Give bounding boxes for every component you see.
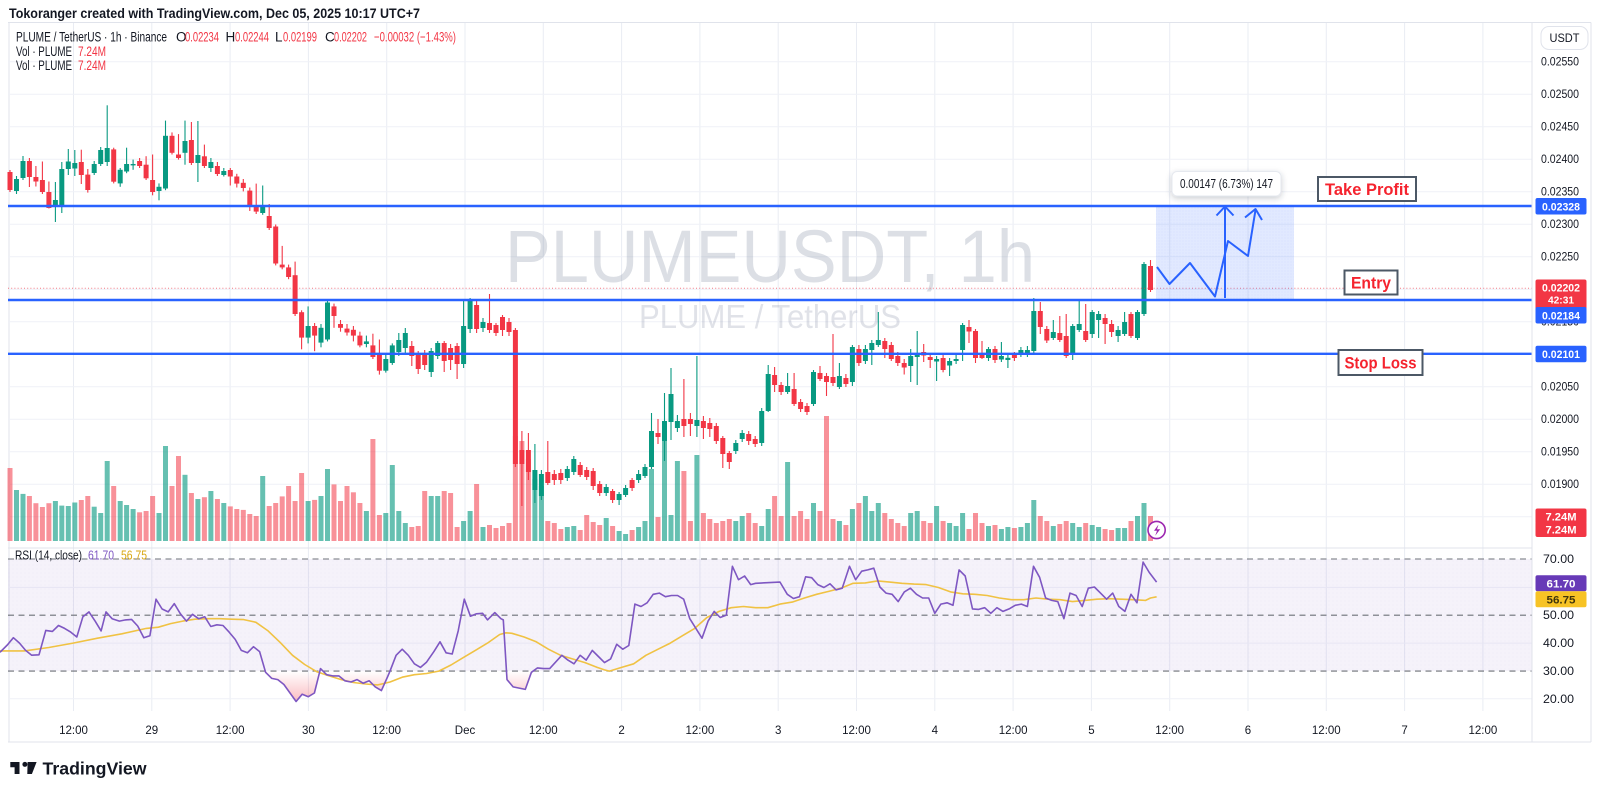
svg-text:O: O <box>176 30 187 45</box>
svg-text:70.00: 70.00 <box>1543 554 1574 566</box>
svg-text:0.02202: 0.02202 <box>334 30 367 45</box>
svg-text:12:00: 12:00 <box>1155 725 1184 737</box>
svg-text:Entry: Entry <box>1351 274 1391 293</box>
svg-text:0.02328: 0.02328 <box>1542 201 1580 213</box>
svg-text:12:00: 12:00 <box>686 725 715 737</box>
svg-text:12:00: 12:00 <box>372 725 401 737</box>
svg-text:12:00: 12:00 <box>999 725 1028 737</box>
svg-text:Take Profit: Take Profit <box>1325 180 1409 199</box>
svg-text:7.24M: 7.24M <box>78 58 106 73</box>
svg-text:0.02000: 0.02000 <box>1541 414 1579 426</box>
svg-text:USDT: USDT <box>1550 31 1581 45</box>
svg-text:PLUME / TetherUS: PLUME / TetherUS <box>639 298 901 335</box>
svg-text:PLUMEUSDT, 1h: PLUMEUSDT, 1h <box>505 215 1035 298</box>
svg-text:0.02550: 0.02550 <box>1541 57 1579 69</box>
svg-text:3: 3 <box>775 725 781 737</box>
svg-text:56.75: 56.75 <box>1547 595 1576 607</box>
svg-text:0.02184: 0.02184 <box>1542 310 1581 322</box>
svg-text:7: 7 <box>1401 725 1407 737</box>
svg-text:0.02500: 0.02500 <box>1541 89 1579 101</box>
svg-text:12:00: 12:00 <box>59 725 88 737</box>
svg-text:0.01900: 0.01900 <box>1541 479 1579 491</box>
svg-text:Vol · PLUME: Vol · PLUME <box>16 58 72 73</box>
svg-text:12:00: 12:00 <box>1469 725 1498 737</box>
svg-text:C: C <box>325 30 335 45</box>
svg-text:0.01950: 0.01950 <box>1541 447 1579 459</box>
svg-text:PLUME / TetherUS · 1h · Binanc: PLUME / TetherUS · 1h · Binance <box>16 30 167 45</box>
svg-text:12:00: 12:00 <box>842 725 871 737</box>
svg-text:0.00147 (6.73%) 147: 0.00147 (6.73%) 147 <box>1180 177 1273 191</box>
svg-text:RSI (14, close): RSI (14, close) <box>15 549 82 563</box>
svg-text:Stop Loss: Stop Loss <box>1345 354 1417 373</box>
svg-text:6: 6 <box>1245 725 1251 737</box>
svg-text:40.00: 40.00 <box>1543 638 1574 650</box>
svg-text:−0.00032 (−1.43%): −0.00032 (−1.43%) <box>374 30 456 45</box>
svg-text:7.24M: 7.24M <box>78 44 106 59</box>
svg-text:61.70: 61.70 <box>88 549 114 563</box>
svg-text:12:00: 12:00 <box>1312 725 1341 737</box>
svg-text:61.70: 61.70 <box>1547 579 1576 591</box>
svg-text:20.00: 20.00 <box>1543 694 1574 706</box>
svg-text:Tokoranger created with Tradin: Tokoranger created with TradingView.com,… <box>9 5 420 21</box>
svg-text:30: 30 <box>302 725 315 737</box>
svg-text:5: 5 <box>1088 725 1094 737</box>
svg-text:0.02101: 0.02101 <box>1542 349 1580 361</box>
svg-text:Vol · PLUME: Vol · PLUME <box>16 44 72 59</box>
svg-text:0.02450: 0.02450 <box>1541 122 1579 134</box>
svg-text:0.02234: 0.02234 <box>185 30 219 45</box>
svg-text:Dec: Dec <box>455 725 476 737</box>
svg-text:0.02250: 0.02250 <box>1541 252 1579 264</box>
svg-text:0.02350: 0.02350 <box>1541 187 1579 199</box>
svg-text:30.00: 30.00 <box>1543 666 1574 678</box>
svg-text:TradingView: TradingView <box>43 758 147 778</box>
svg-text:12:00: 12:00 <box>216 725 245 737</box>
svg-text:7.24M: 7.24M <box>1546 512 1577 524</box>
svg-text:2: 2 <box>618 725 624 737</box>
svg-text:0.02050: 0.02050 <box>1541 382 1579 394</box>
svg-text:0.02300: 0.02300 <box>1541 219 1579 231</box>
svg-text:12:00: 12:00 <box>529 725 558 737</box>
svg-text:56.75: 56.75 <box>121 549 147 563</box>
svg-text:4: 4 <box>932 725 939 737</box>
svg-text:0.02202: 0.02202 <box>1542 283 1580 295</box>
svg-text:0.02244: 0.02244 <box>235 30 269 45</box>
svg-text:0.02400: 0.02400 <box>1541 154 1579 166</box>
svg-text:29: 29 <box>145 725 158 737</box>
svg-text:7.24M: 7.24M <box>1546 525 1577 537</box>
svg-text:0.02199: 0.02199 <box>283 30 317 45</box>
svg-text:L: L <box>275 30 283 45</box>
svg-text:42:31: 42:31 <box>1548 296 1574 307</box>
svg-text:50.00: 50.00 <box>1543 610 1574 622</box>
svg-text:H: H <box>226 30 236 45</box>
